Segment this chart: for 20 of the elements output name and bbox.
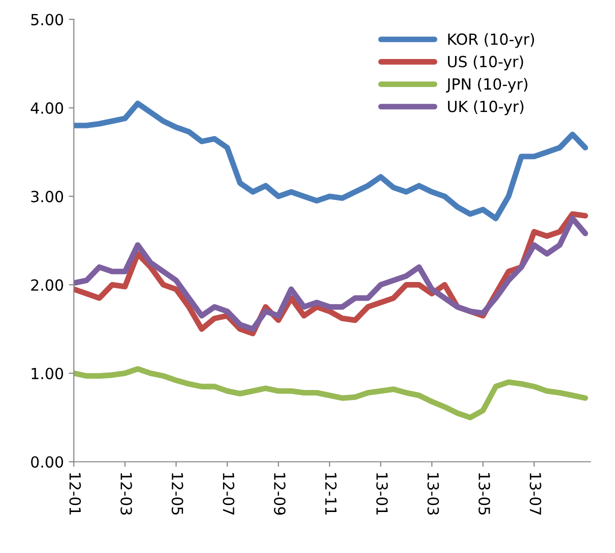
y-tick-label: 4.00 xyxy=(30,102,64,114)
x-tick-label: 13-03 xyxy=(427,473,439,515)
y-tick-label: 0.00 xyxy=(31,456,64,468)
x-tick-label: 12-03 xyxy=(120,473,132,515)
x-tick-label: 12-05 xyxy=(172,473,184,515)
y-tick-label: 5.00 xyxy=(31,14,64,26)
x-tick-label: 13-05 xyxy=(478,473,490,515)
x-tick-label: 12-07 xyxy=(222,473,234,515)
x-tick-label: 12-09 xyxy=(274,473,286,515)
legend-label: UK (10-yr) xyxy=(448,100,524,116)
x-tick-label: 12-11 xyxy=(325,473,337,514)
y-tick-label: 1.00 xyxy=(32,368,64,380)
legend-label: JPN (10-yr) xyxy=(446,78,528,93)
x-tick-label: 12-01 xyxy=(69,473,81,514)
y-tick-label: 3.00 xyxy=(31,190,64,202)
x-tick-label: 13-01 xyxy=(376,473,388,514)
x-tick-label: 13-07 xyxy=(530,473,542,515)
legend-label: KOR (10-yr) xyxy=(448,33,534,48)
y-tick-label: 2.00 xyxy=(31,279,64,291)
legend-label: US (10-yr) xyxy=(448,56,524,70)
